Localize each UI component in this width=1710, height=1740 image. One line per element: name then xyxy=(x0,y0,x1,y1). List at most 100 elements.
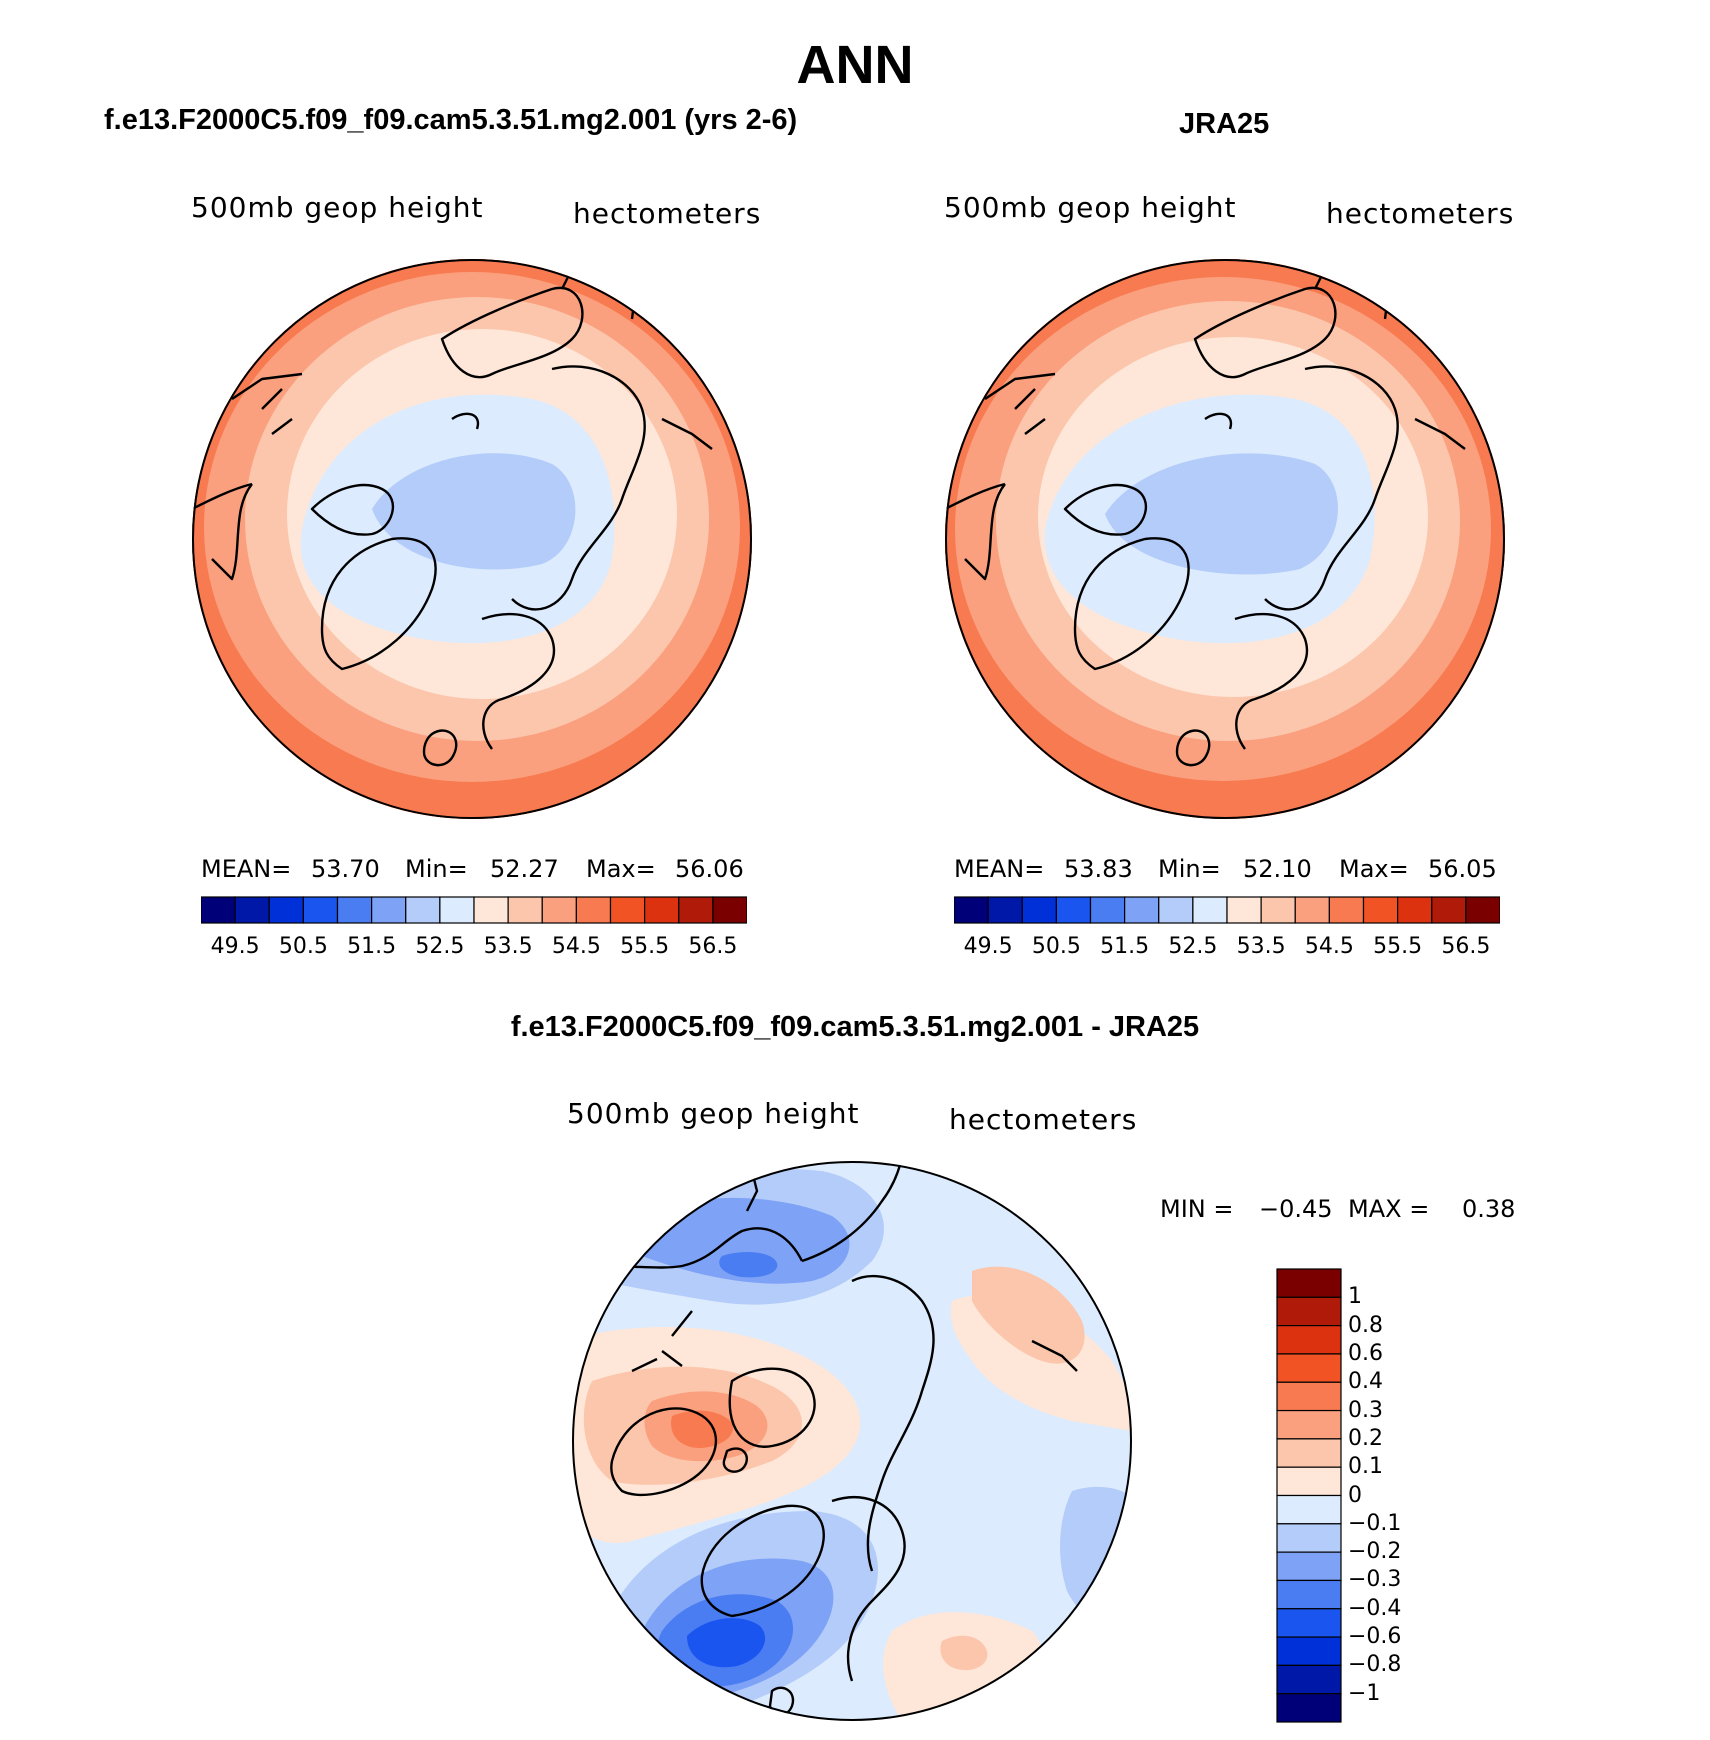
right-colorbar-swatch xyxy=(1362,896,1399,924)
diff-colorbar-swatch xyxy=(1276,1353,1342,1383)
diff-colorbar-tick-label: −0.4 xyxy=(1348,1595,1402,1621)
diff-colorbar xyxy=(1276,1268,1342,1723)
right-mean-value: 53.83 xyxy=(1064,855,1133,883)
left-colorbar-swatch xyxy=(541,896,577,924)
right-panel-title: JRA25 xyxy=(1179,108,1270,140)
diff-colorbar-tick-label: 0.2 xyxy=(1348,1425,1383,1451)
left-colorbar xyxy=(201,896,747,924)
right-colorbar-tick-label: 49.5 xyxy=(963,934,1013,959)
left-colorbar-tick-label: 53.5 xyxy=(483,934,533,959)
diff-colorbar-tick-label: −0.8 xyxy=(1348,1652,1402,1678)
diff-colorbar-swatch xyxy=(1276,1381,1342,1412)
right-units-label: hectometers xyxy=(1326,197,1515,230)
diff-colorbar-tick-label: −0.3 xyxy=(1348,1567,1402,1593)
left-units-label: hectometers xyxy=(573,197,762,230)
left-polar-map xyxy=(192,259,752,819)
left-colorbar-tick-label: 51.5 xyxy=(347,934,397,959)
diff-units-label: hectometers xyxy=(949,1103,1138,1136)
right-colorbar-swatch xyxy=(1124,896,1160,924)
diff-colorbar-tick-label: −1 xyxy=(1348,1680,1381,1706)
left-colorbar-swatch xyxy=(609,896,646,924)
right-colorbar-swatch xyxy=(1055,896,1092,924)
right-colorbar-swatch xyxy=(1397,896,1433,924)
left-mean-label: MEAN= xyxy=(201,855,292,883)
right-colorbar-swatch xyxy=(1294,896,1330,924)
left-colorbar-swatch xyxy=(201,896,236,924)
right-colorbar-swatch xyxy=(1431,896,1467,924)
right-colorbar xyxy=(954,896,1500,924)
right-colorbar-swatch xyxy=(1021,896,1057,924)
left-colorbar-swatch xyxy=(712,896,747,924)
right-colorbar-swatch xyxy=(1089,896,1126,924)
diff-min-value: −0.45 xyxy=(1259,1195,1333,1223)
left-panel-title: f.e13.F2000C5.f09_f09.cam5.3.51.mg2.001 … xyxy=(104,104,798,136)
diff-colorbar-swatch xyxy=(1276,1608,1342,1638)
left-colorbar-tick-label: 52.5 xyxy=(415,934,465,959)
diff-field-label: 500mb geop height xyxy=(567,1097,860,1130)
diff-colorbar-tick-label: 0.3 xyxy=(1348,1397,1383,1423)
left-colorbar-swatch xyxy=(268,896,304,924)
right-colorbar-swatch xyxy=(1328,896,1365,924)
diff-colorbar-tick-label: −0.2 xyxy=(1348,1539,1402,1565)
left-colorbar-swatch xyxy=(371,896,407,924)
right-colorbar-swatch xyxy=(1226,896,1262,924)
diff-colorbar-swatch xyxy=(1276,1409,1342,1440)
diff-colorbar-swatch xyxy=(1276,1268,1342,1298)
right-max-label: Max= xyxy=(1339,855,1409,883)
right-colorbar-swatch xyxy=(1260,896,1296,924)
diff-max-label: MAX = xyxy=(1348,1195,1430,1223)
diff-colorbar-swatch xyxy=(1276,1494,1342,1525)
diff-colorbar-swatch xyxy=(1276,1523,1342,1553)
right-colorbar-tick-label: 51.5 xyxy=(1100,934,1150,959)
left-colorbar-tick-label: 56.5 xyxy=(688,934,738,959)
diff-panel-title: f.e13.F2000C5.f09_f09.cam5.3.51.mg2.001 … xyxy=(510,1011,1200,1043)
left-max-label: Max= xyxy=(586,855,656,883)
left-colorbar-swatch xyxy=(575,896,612,924)
right-min-value: 52.10 xyxy=(1243,855,1312,883)
diff-min-label: MIN = xyxy=(1160,1195,1234,1223)
diff-colorbar-tick-label: 0.1 xyxy=(1348,1454,1383,1480)
left-colorbar-tick-label: 54.5 xyxy=(551,934,601,959)
left-colorbar-swatch xyxy=(405,896,441,924)
right-polar-map xyxy=(945,259,1505,819)
right-colorbar-tick-label: 56.5 xyxy=(1441,934,1491,959)
left-colorbar-tick-label: 55.5 xyxy=(620,934,670,959)
diff-colorbar-tick-label: 0 xyxy=(1348,1482,1362,1508)
right-colorbar-tick-label: 54.5 xyxy=(1304,934,1354,959)
diff-max-value: 0.38 xyxy=(1462,1195,1516,1223)
diff-colorbar-tick-label: 0.8 xyxy=(1348,1312,1383,1338)
left-colorbar-swatch xyxy=(644,896,680,924)
right-colorbar-tick-label: 55.5 xyxy=(1373,934,1423,959)
left-colorbar-tick-label: 49.5 xyxy=(210,934,260,959)
right-colorbar-tick-label: 52.5 xyxy=(1168,934,1218,959)
left-max-value: 56.06 xyxy=(675,855,744,883)
diff-colorbar-swatch xyxy=(1276,1551,1342,1582)
diff-polar-map xyxy=(572,1161,1132,1721)
diff-colorbar-tick-label: 1 xyxy=(1348,1284,1362,1310)
right-colorbar-tick-label: 50.5 xyxy=(1031,934,1081,959)
left-colorbar-swatch xyxy=(439,896,475,924)
diff-colorbar-tick-label: −0.6 xyxy=(1348,1624,1402,1650)
left-field-label: 500mb geop height xyxy=(191,191,484,224)
left-min-label: Min= xyxy=(405,855,468,883)
right-max-value: 56.05 xyxy=(1428,855,1497,883)
diff-colorbar-tick-label: 0.4 xyxy=(1348,1369,1383,1395)
right-colorbar-swatch xyxy=(954,896,989,924)
left-colorbar-swatch xyxy=(678,896,714,924)
right-mean-label: MEAN= xyxy=(954,855,1045,883)
diff-colorbar-swatch xyxy=(1276,1296,1342,1327)
diff-colorbar-swatch xyxy=(1276,1693,1342,1723)
left-colorbar-swatch xyxy=(507,896,543,924)
right-min-label: Min= xyxy=(1158,855,1221,883)
diff-colorbar-tick-label: 0.6 xyxy=(1348,1340,1383,1366)
right-colorbar-tick-label: 53.5 xyxy=(1236,934,1286,959)
left-colorbar-swatch xyxy=(302,896,339,924)
diff-colorbar-swatch xyxy=(1276,1636,1342,1666)
diff-colorbar-swatch xyxy=(1276,1325,1342,1355)
left-colorbar-swatch xyxy=(473,896,509,924)
right-colorbar-swatch xyxy=(987,896,1023,924)
right-colorbar-swatch xyxy=(1192,896,1228,924)
diff-colorbar-swatch xyxy=(1276,1664,1342,1695)
diff-colorbar-swatch xyxy=(1276,1579,1342,1610)
left-mean-value: 53.70 xyxy=(311,855,380,883)
